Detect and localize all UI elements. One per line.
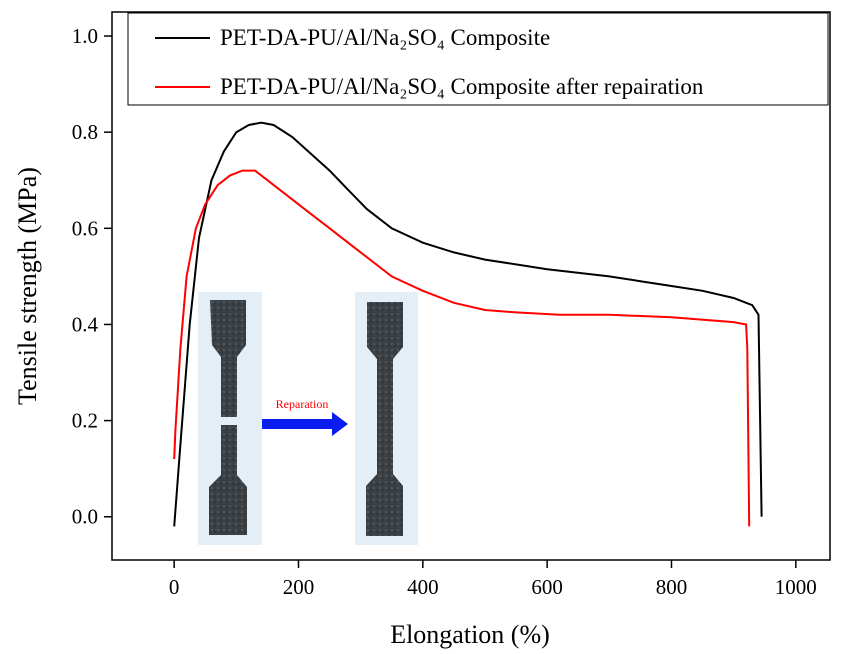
x-axis-title: Elongation (%): [390, 620, 550, 649]
y-tick-label: 0.4: [72, 312, 99, 336]
specimen-repaired: [366, 302, 403, 536]
x-tick-label: 800: [656, 575, 688, 599]
legend-label: PET-DA-PU/Al/Na₂SO₄ Composite after repa…: [220, 74, 704, 99]
y-tick-label: 1.0: [72, 24, 98, 48]
y-tick-label: 0.6: [72, 216, 98, 240]
legend-label: PET-DA-PU/Al/Na₂SO₄ Composite: [220, 25, 550, 50]
y-tick-label: 0.8: [72, 120, 98, 144]
legend-box: [127, 12, 829, 106]
x-tick-label: 1000: [775, 575, 817, 599]
series-line: [173, 169, 751, 527]
plot-frame: [111, 11, 831, 561]
specimen-bottom: [209, 425, 247, 535]
y-axis-title: Tensile strength (MPa): [13, 167, 42, 405]
arrow: [262, 412, 348, 436]
inset-photo: Reparation: [198, 292, 418, 545]
x-tick-label: 600: [531, 575, 563, 599]
x-tick-label: 200: [283, 575, 315, 599]
series-line: [173, 121, 763, 527]
x-tick-label: 0: [169, 575, 180, 599]
y-tick-label: 0.0: [72, 505, 98, 529]
y-tick-label: 0.2: [72, 409, 98, 433]
x-tick-label: 400: [407, 575, 439, 599]
specimen-top: [210, 300, 246, 417]
annotation: Reparation: [276, 397, 329, 411]
